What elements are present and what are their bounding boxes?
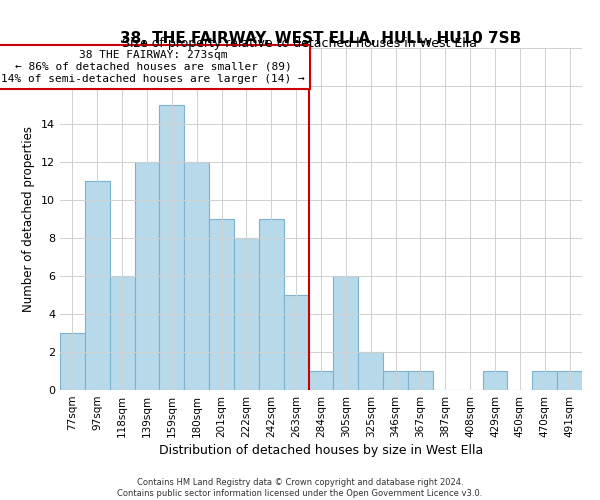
- Bar: [209, 219, 234, 390]
- Bar: [234, 238, 259, 390]
- Bar: [160, 104, 184, 390]
- Bar: [532, 371, 557, 390]
- Bar: [308, 371, 334, 390]
- Bar: [60, 333, 85, 390]
- Bar: [284, 295, 308, 390]
- Bar: [408, 371, 433, 390]
- Bar: [358, 352, 383, 390]
- Bar: [110, 276, 134, 390]
- Text: Size of property relative to detached houses in West Ella: Size of property relative to detached ho…: [122, 38, 478, 51]
- Bar: [557, 371, 582, 390]
- Bar: [85, 180, 110, 390]
- Bar: [259, 219, 284, 390]
- X-axis label: Distribution of detached houses by size in West Ella: Distribution of detached houses by size …: [159, 444, 483, 457]
- Bar: [482, 371, 508, 390]
- Text: Contains HM Land Registry data © Crown copyright and database right 2024.
Contai: Contains HM Land Registry data © Crown c…: [118, 478, 482, 498]
- Bar: [383, 371, 408, 390]
- Title: 38, THE FAIRWAY, WEST ELLA, HULL, HU10 7SB: 38, THE FAIRWAY, WEST ELLA, HULL, HU10 7…: [121, 32, 521, 46]
- Bar: [334, 276, 358, 390]
- Text: 38 THE FAIRWAY: 273sqm
← 86% of detached houses are smaller (89)
14% of semi-det: 38 THE FAIRWAY: 273sqm ← 86% of detached…: [1, 50, 305, 84]
- Y-axis label: Number of detached properties: Number of detached properties: [22, 126, 35, 312]
- Bar: [134, 162, 160, 390]
- Bar: [184, 162, 209, 390]
